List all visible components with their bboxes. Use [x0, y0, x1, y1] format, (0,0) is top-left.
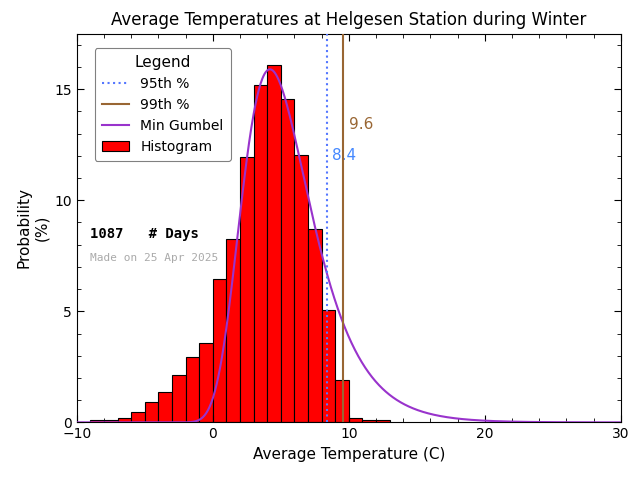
Bar: [227, 239, 240, 422]
Bar: [294, 155, 308, 422]
Text: 9.6: 9.6: [349, 117, 373, 132]
Bar: [349, 419, 362, 422]
Legend: 95th %, 99th %, Min Gumbel, Histogram: 95th %, 99th %, Min Gumbel, Histogram: [95, 48, 230, 161]
Bar: [281, 99, 294, 422]
Bar: [376, 420, 390, 422]
Title: Average Temperatures at Helgesen Station during Winter: Average Temperatures at Helgesen Station…: [111, 11, 586, 29]
Bar: [335, 380, 349, 422]
Bar: [131, 412, 145, 422]
Bar: [322, 311, 335, 422]
Bar: [145, 402, 159, 422]
Bar: [240, 157, 253, 422]
Bar: [90, 420, 104, 422]
Bar: [199, 343, 212, 422]
X-axis label: Average Temperature (C): Average Temperature (C): [253, 447, 445, 462]
Text: 8.4: 8.4: [333, 148, 356, 163]
Bar: [104, 420, 118, 422]
Bar: [186, 357, 199, 422]
Bar: [362, 420, 376, 422]
Bar: [268, 65, 281, 422]
Text: 1087   # Days: 1087 # Days: [90, 227, 199, 240]
Bar: [118, 419, 131, 422]
Bar: [308, 228, 322, 422]
Bar: [172, 375, 186, 422]
Y-axis label: Probability
(%): Probability (%): [17, 188, 49, 268]
Bar: [253, 85, 268, 422]
Bar: [159, 392, 172, 422]
Bar: [212, 279, 227, 422]
Text: Made on 25 Apr 2025: Made on 25 Apr 2025: [90, 253, 219, 263]
